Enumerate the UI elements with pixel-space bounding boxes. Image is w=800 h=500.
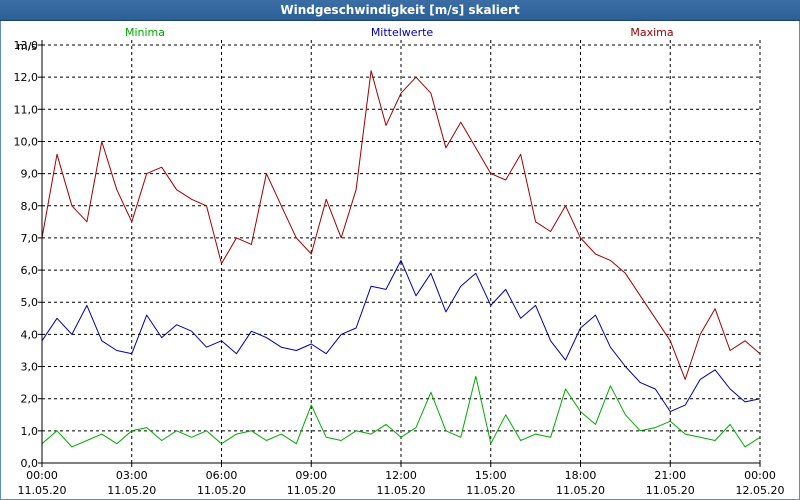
grid — [41, 40, 761, 464]
y-tick-label: 6,0 — [21, 264, 39, 277]
x-tick-label-time: 21:00 — [654, 469, 686, 482]
y-tick-label: 7,0 — [21, 232, 39, 245]
x-tick-label-date: 11.05.20 — [377, 484, 426, 497]
x-tick-label-date: 11.05.20 — [287, 484, 336, 497]
y-tick-label: 4,0 — [21, 328, 39, 341]
x-tick-label-time: 06:00 — [206, 469, 238, 482]
x-tick-label-date: 11.05.20 — [107, 484, 156, 497]
x-tick-label-time: 00:00 — [744, 469, 776, 482]
x-tick-label-date: 11.05.20 — [646, 484, 695, 497]
x-tick-label-time: 00:00 — [26, 469, 58, 482]
series-line-mittelwerte — [41, 259, 761, 413]
series-line-minima — [41, 375, 761, 448]
y-tick-label: 12,0 — [14, 71, 39, 84]
x-tick-label-time: 09:00 — [295, 469, 327, 482]
series-group — [41, 70, 761, 448]
series-line-maxima — [41, 70, 761, 380]
y-tick-label: 10,0 — [14, 135, 39, 148]
legend: Minima Mittelwerte Maxima — [125, 26, 674, 39]
x-tick-label-date: 11.05.20 — [18, 484, 67, 497]
x-tick-label-date: 12.05.20 — [736, 484, 785, 497]
y-tick-label: 2,0 — [21, 393, 39, 406]
legend-entry-minima: Minima — [125, 26, 165, 39]
legend-entry-mittelwerte: Mittelwerte — [371, 26, 434, 39]
y-tick-label: 3,0 — [21, 361, 39, 374]
axes: 0,0 1,0 2,0 3,0 4,0 5,0 6,0 7,0 8,0 9,0 10,0 11,0 12… — [14, 39, 785, 497]
y-tick-label: 5,0 — [21, 296, 39, 309]
legend-entry-maxima: Maxima — [630, 26, 673, 39]
y-axis-label: m/s — [17, 40, 37, 53]
x-tick-label-time: 15:00 — [475, 469, 507, 482]
x-tick-label-time: 03:00 — [116, 469, 148, 482]
x-tick-label-date: 11.05.20 — [197, 484, 246, 497]
x-tick-label-time: 18:00 — [565, 469, 597, 482]
y-tick-label: 0,0 — [21, 457, 39, 470]
x-tick-label-date: 11.05.20 — [466, 484, 515, 497]
y-tick-label: 13,0 — [14, 39, 39, 52]
y-tick-label: 11,0 — [14, 103, 39, 116]
y-tick-label: 9,0 — [21, 168, 39, 181]
y-tick-label: 8,0 — [21, 200, 39, 213]
y-tick-label: 1,0 — [21, 425, 39, 438]
chart-title: Windgeschwindigkeit [m/s] skaliert — [0, 0, 800, 21]
x-tick-label-time: 12:00 — [385, 469, 417, 482]
x-tick-label-date: 11.05.20 — [556, 484, 605, 497]
